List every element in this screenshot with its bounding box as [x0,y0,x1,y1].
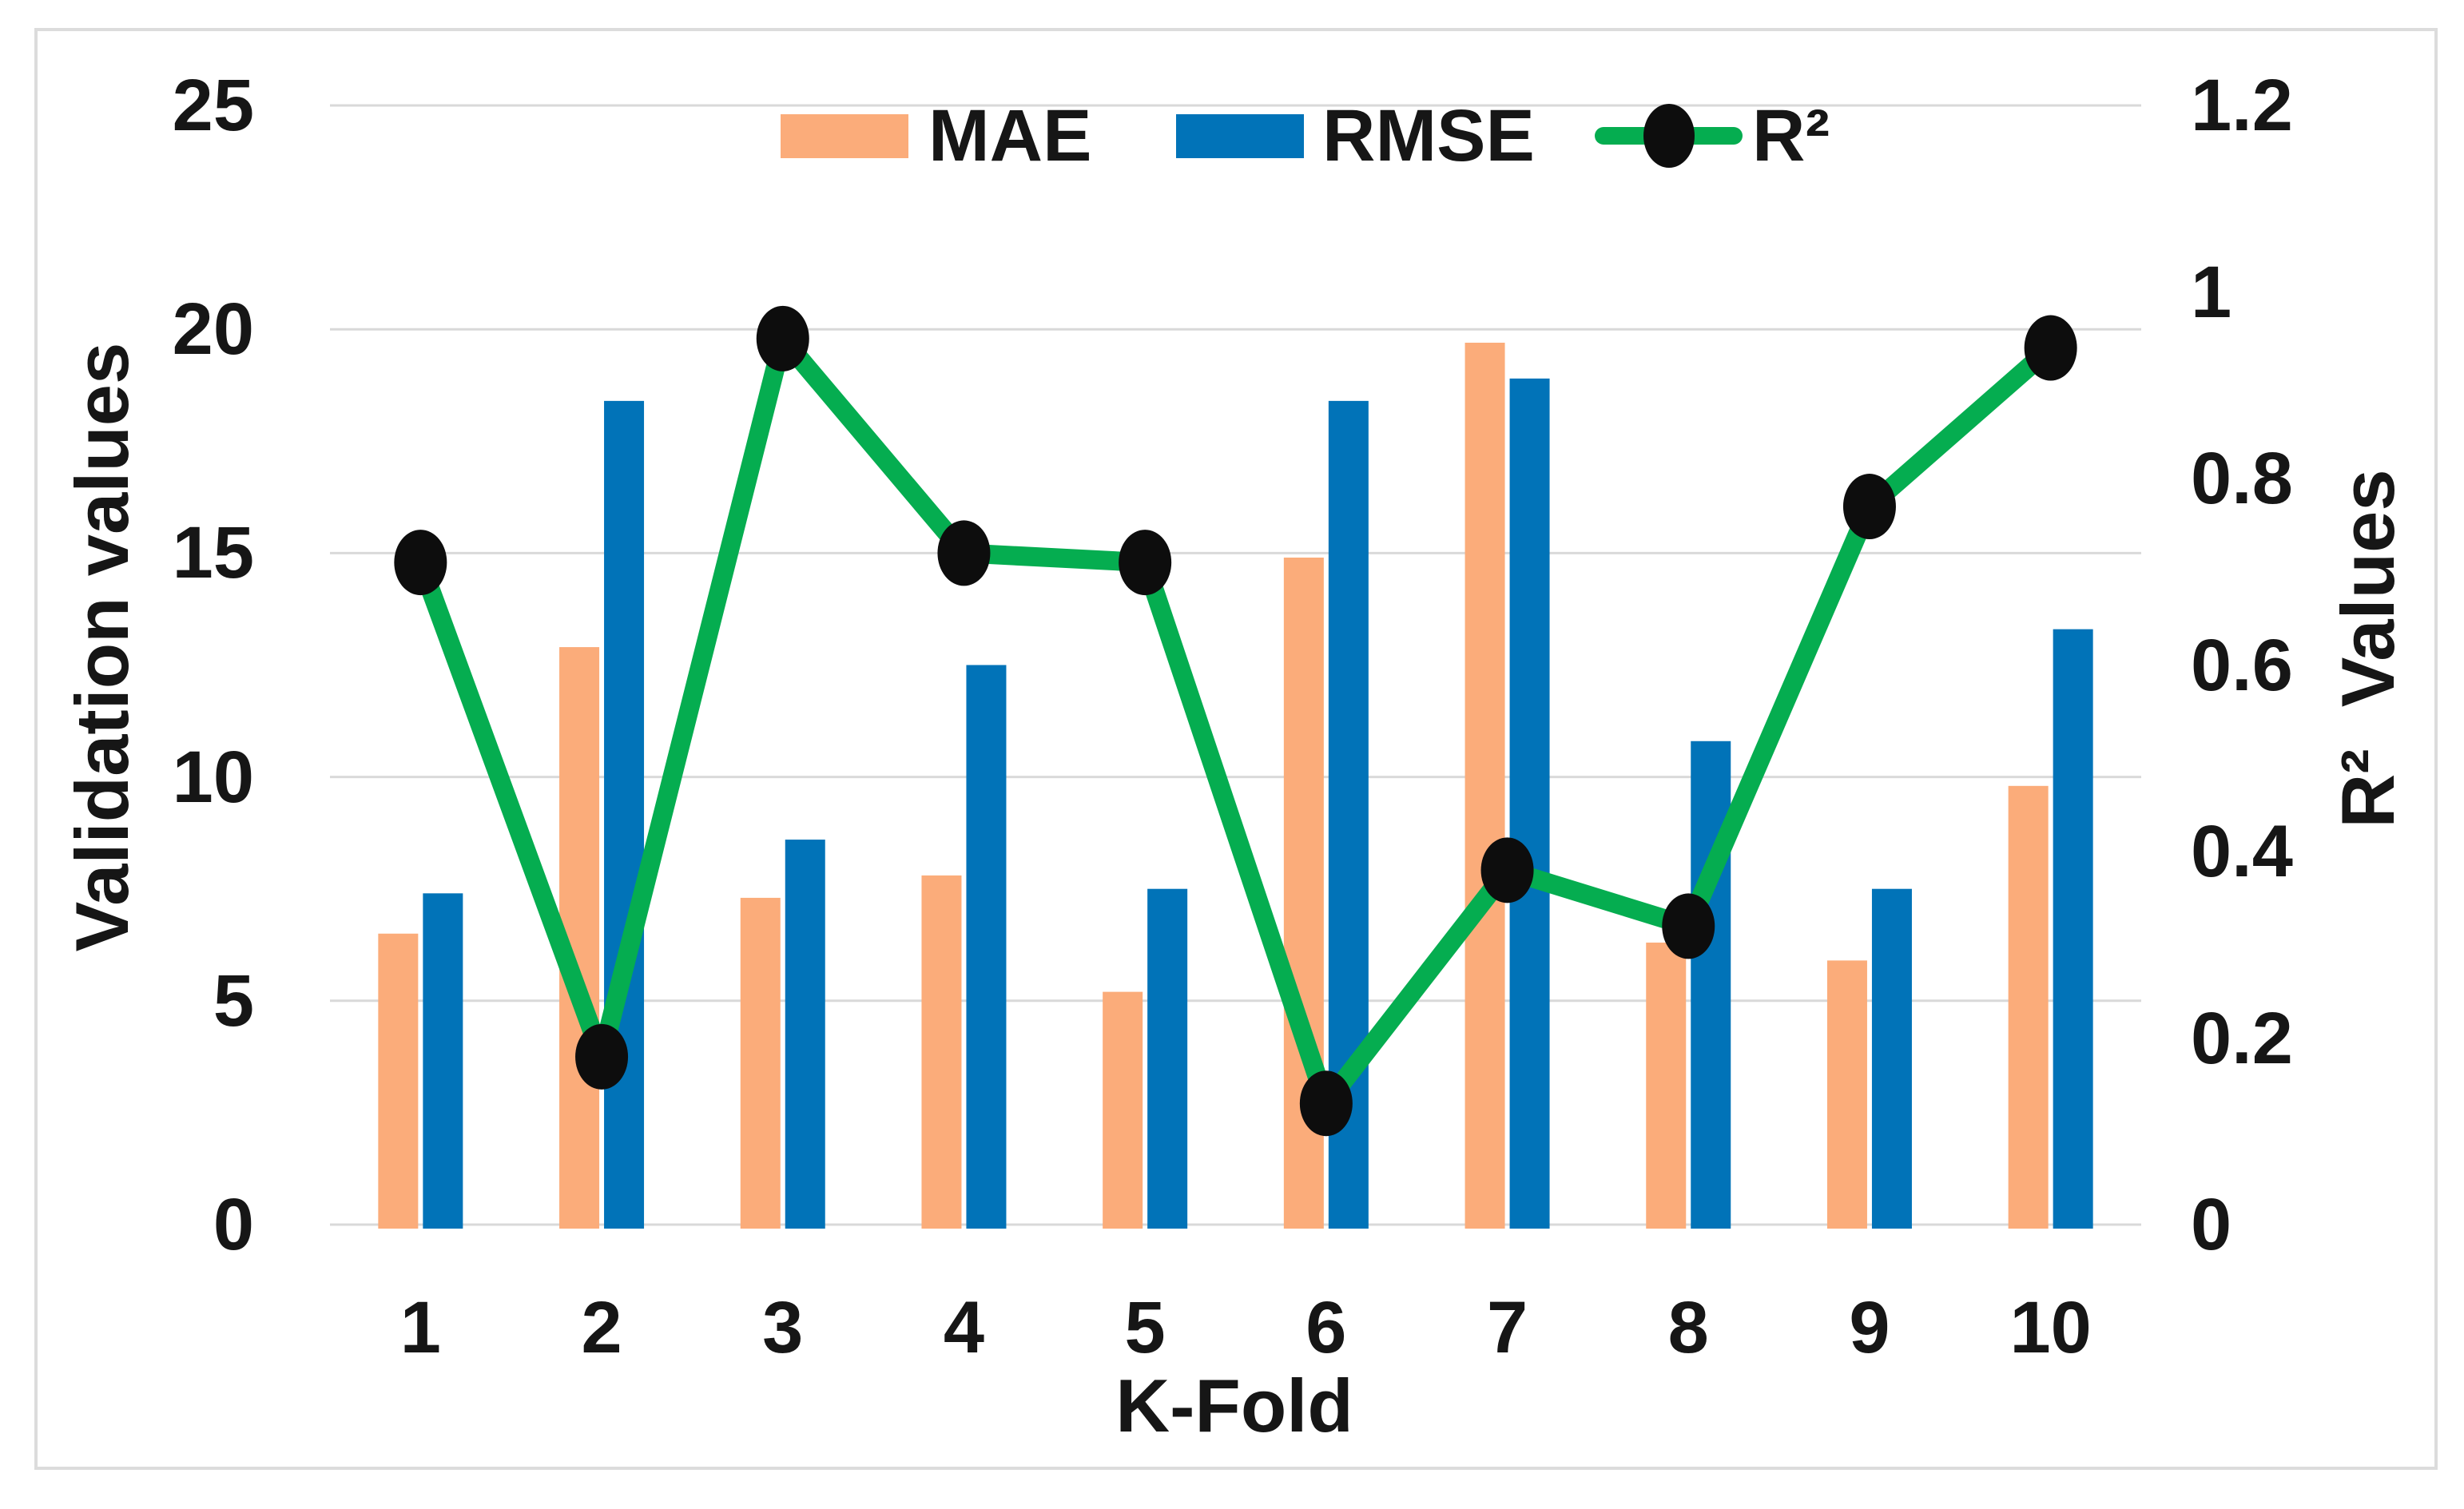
left-axis-tick: 0 [213,1184,254,1265]
x-axis-tick: 6 [1306,1287,1347,1368]
rmse-legend-label: RMSE [1322,95,1535,177]
x-axis-tick: 9 [1849,1287,1890,1368]
rmse-bar [423,893,463,1229]
rmse-bar [1509,378,1550,1229]
x-axis-tick: 2 [581,1287,622,1368]
right-axis-tick: 0.4 [2191,811,2293,892]
r2-marker [2024,315,2077,381]
rmse-bar [1691,741,1731,1229]
right-axis-title: R² Values [2326,469,2410,828]
x-axis-tick: 5 [1124,1287,1166,1368]
r2-marker [1299,1070,1353,1137]
r2-marker [1662,893,1715,959]
rmse-bar [785,840,825,1229]
r2-marker [1119,530,1172,596]
r2-marker [394,530,447,596]
right-axis-tick: 1.2 [2191,65,2293,146]
mae-legend-swatch [781,114,908,158]
x-axis-tick: 3 [762,1287,804,1368]
rmse-bar [1147,888,1188,1229]
left-axis-tick: 5 [213,959,254,1042]
left-axis-tick: 10 [172,736,254,818]
left-axis-tick: 15 [172,512,254,594]
rmse-legend-swatch [1176,114,1304,158]
rmse-bar [604,400,645,1229]
mae-bar [1826,960,1867,1229]
x-axis-tick: 7 [1486,1287,1528,1368]
r2-marker [575,1023,629,1090]
rmse-bar [1871,888,1912,1229]
r2-marker [756,305,809,371]
r2-marker [1480,837,1534,903]
x-axis-tick: 8 [1667,1287,1709,1368]
left-axis-tick: 25 [172,65,254,146]
mae-legend-label: MAE [928,95,1092,177]
mae-bar [1103,991,1143,1229]
r2-line [411,328,2061,1114]
r2-legend-line-swatch [1595,104,1743,168]
right-axis-tick: 0.8 [2191,438,2293,519]
r2-marker [1842,474,1896,540]
mae-bar [921,875,962,1229]
x-axis-title: K-Fold [1115,1364,1353,1447]
figure-border [34,28,2438,1470]
right-axis-tick: 1 [2191,251,2232,333]
mae-bar [378,933,419,1229]
mae-bar [2008,785,2049,1229]
right-axis-tick: 0.2 [2191,997,2293,1079]
mae-bar [1646,942,1687,1229]
r2-legend-marker-dot [1643,104,1695,168]
mae-bar [1464,343,1505,1229]
x-axis-tick: 1 [399,1287,441,1368]
rmse-bar [966,665,1007,1229]
x-axis-tick: 4 [943,1287,985,1368]
right-axis-tick: 0.6 [2191,624,2293,706]
left-axis-title: Validation values [60,342,144,952]
left-axis-tick: 20 [172,288,254,371]
mae-bar [740,897,781,1229]
x-axis-tick: 10 [2009,1287,2092,1368]
rmse-bar [2053,629,2093,1229]
r2-legend-label: R² [1752,95,1830,177]
right-axis-tick: 0 [2191,1184,2232,1265]
r2-marker [937,520,991,586]
